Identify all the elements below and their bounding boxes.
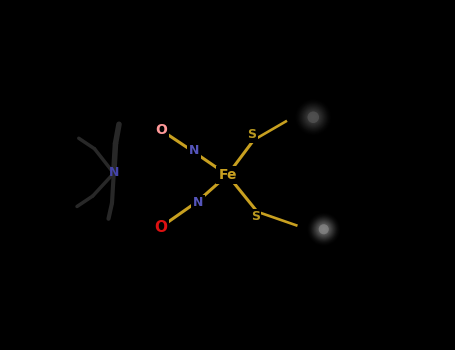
Text: Fe: Fe [218, 168, 237, 182]
Circle shape [302, 106, 325, 129]
Circle shape [299, 103, 328, 132]
Circle shape [308, 111, 319, 123]
Circle shape [320, 226, 327, 233]
Circle shape [309, 113, 317, 121]
Circle shape [312, 217, 335, 241]
Circle shape [301, 105, 326, 130]
Circle shape [313, 218, 335, 240]
Text: N: N [109, 166, 120, 179]
Circle shape [303, 107, 324, 128]
Text: O: O [155, 122, 167, 136]
Circle shape [319, 225, 328, 233]
Circle shape [314, 220, 333, 238]
Circle shape [322, 228, 325, 231]
Circle shape [311, 116, 315, 119]
Circle shape [308, 112, 318, 122]
Circle shape [308, 111, 319, 123]
Circle shape [315, 221, 332, 238]
Circle shape [321, 227, 326, 232]
Circle shape [310, 114, 316, 120]
Text: N: N [189, 144, 199, 157]
Circle shape [318, 223, 329, 235]
Circle shape [303, 108, 323, 127]
Text: S: S [251, 210, 260, 224]
Circle shape [317, 223, 330, 236]
Circle shape [312, 116, 314, 118]
Circle shape [318, 224, 329, 234]
Circle shape [306, 110, 321, 125]
Circle shape [307, 111, 320, 124]
Text: O: O [155, 220, 167, 235]
Text: S: S [248, 128, 257, 141]
Circle shape [300, 104, 327, 131]
Circle shape [311, 217, 336, 242]
Circle shape [316, 222, 331, 237]
Circle shape [323, 229, 324, 230]
Circle shape [318, 224, 329, 234]
Circle shape [313, 219, 334, 239]
Circle shape [304, 108, 322, 126]
Text: N: N [192, 196, 203, 210]
